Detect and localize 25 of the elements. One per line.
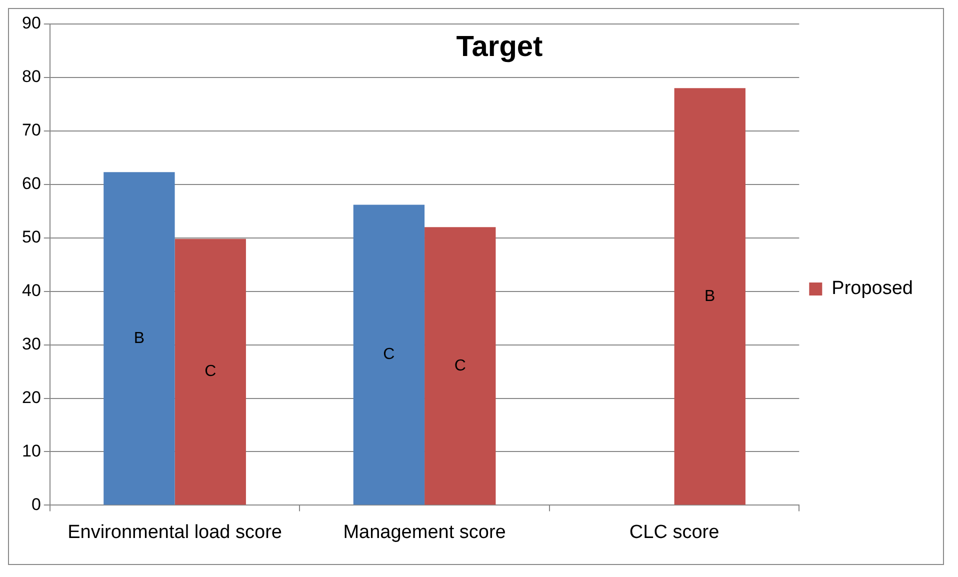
y-tick-label: 20 <box>22 388 41 407</box>
x-tick-label: Management score <box>343 522 506 543</box>
y-tick-label: 30 <box>22 334 41 354</box>
bar <box>174 238 246 505</box>
data-label: B <box>704 288 716 305</box>
y-tick-label: 60 <box>22 174 41 194</box>
y-tick-label: 0 <box>31 494 41 514</box>
y-tick-label: 40 <box>22 281 41 300</box>
legend-label: Proposed <box>832 278 914 300</box>
y-tick-label: 70 <box>22 120 41 140</box>
bar <box>424 227 496 505</box>
chart-title: Target <box>456 31 544 63</box>
y-tick-label: 10 <box>22 441 41 460</box>
data-label: B <box>134 330 145 347</box>
x-tick-label: Environmental load score <box>68 522 282 543</box>
bar <box>353 204 425 505</box>
data-label: C <box>204 363 216 380</box>
x-tick-label: CLC score <box>629 522 720 543</box>
bar <box>104 172 175 505</box>
y-tick-label: 90 <box>22 14 41 33</box>
data-label: C <box>383 346 395 364</box>
bar <box>674 88 746 505</box>
data-label: C <box>454 357 466 374</box>
y-tick-label: 80 <box>22 67 41 86</box>
y-tick-label: 50 <box>22 228 41 247</box>
